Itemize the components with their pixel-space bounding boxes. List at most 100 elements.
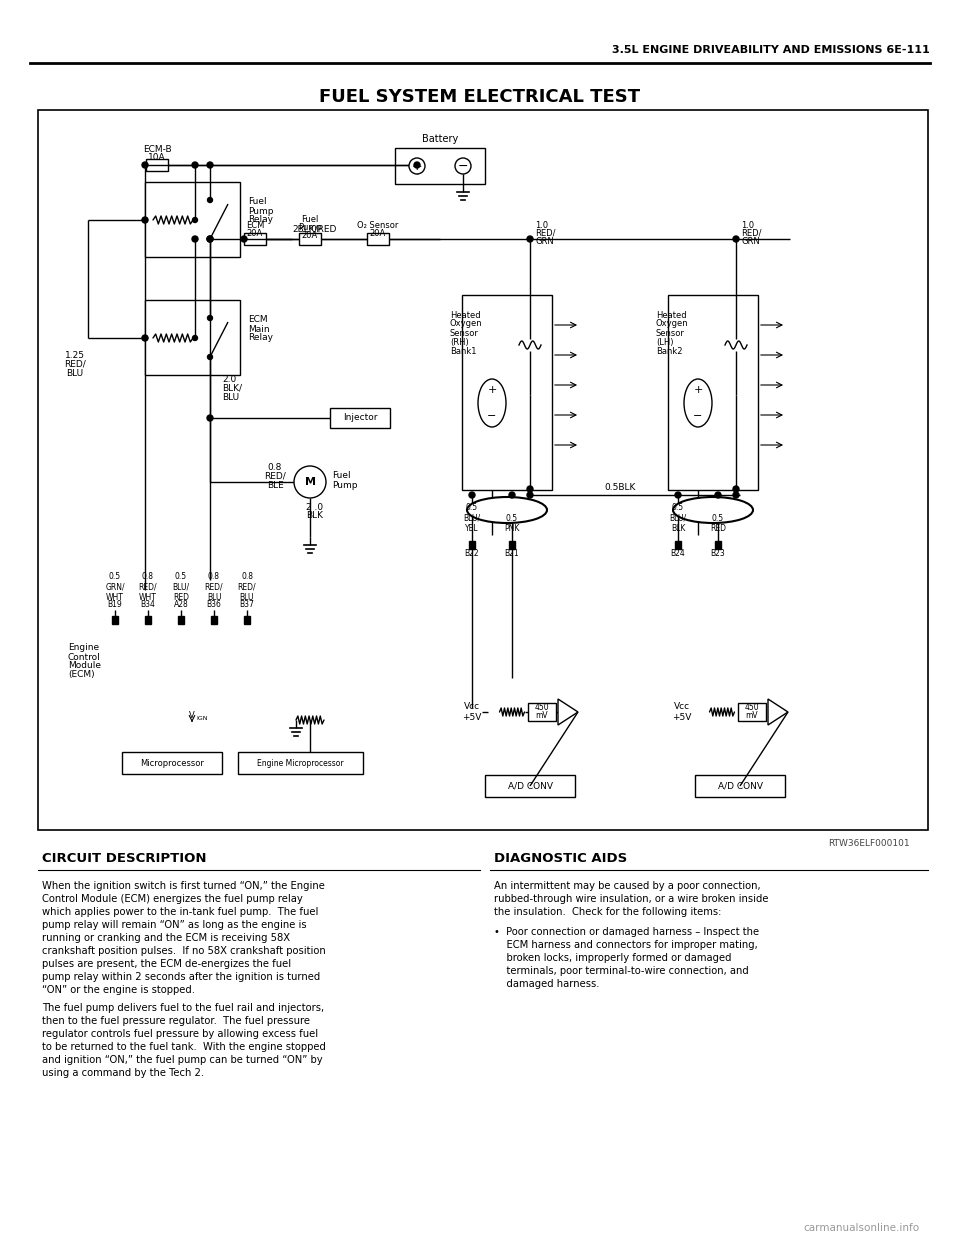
Text: IGN: IGN: [196, 715, 207, 720]
Text: B37: B37: [240, 600, 254, 609]
Circle shape: [142, 161, 148, 168]
Bar: [112, 616, 118, 623]
Circle shape: [733, 486, 739, 492]
Text: B23: B23: [710, 549, 726, 558]
Text: Fuel: Fuel: [301, 215, 319, 224]
Bar: [38, 111, 928, 830]
Bar: [244, 616, 250, 623]
Text: 0.8
RED/
BLU: 0.8 RED/ BLU: [238, 573, 256, 602]
Text: −: −: [488, 411, 496, 421]
Text: Heated: Heated: [450, 310, 481, 319]
Text: FUEL SYSTEM ELECTRICAL TEST: FUEL SYSTEM ELECTRICAL TEST: [320, 88, 640, 106]
Text: 450: 450: [535, 703, 549, 713]
Bar: [178, 616, 184, 623]
Text: Microprocessor: Microprocessor: [140, 759, 204, 768]
Text: Vcc
+5V: Vcc +5V: [463, 702, 482, 722]
Text: ECM-B: ECM-B: [143, 144, 171, 154]
Text: “ON” or the engine is stopped.: “ON” or the engine is stopped.: [42, 985, 195, 995]
Text: terminals, poor terminal-to-wire connection, and: terminals, poor terminal-to-wire connect…: [494, 966, 749, 976]
Bar: [299, 233, 321, 245]
Text: using a command by the Tech 2.: using a command by the Tech 2.: [42, 1068, 204, 1078]
Text: the insulation.  Check for the following items:: the insulation. Check for the following …: [494, 907, 721, 917]
Polygon shape: [768, 699, 788, 725]
Text: ECM: ECM: [248, 315, 268, 324]
Circle shape: [142, 217, 148, 224]
Text: pump relay within 2 seconds after the ignition is turned: pump relay within 2 seconds after the ig…: [42, 972, 321, 982]
Text: running or cranking and the ECM is receiving 58X: running or cranking and the ECM is recei…: [42, 933, 290, 943]
Bar: [146, 159, 168, 171]
Text: B22: B22: [465, 549, 479, 558]
Text: 10A: 10A: [148, 154, 166, 163]
Circle shape: [192, 236, 198, 242]
Text: A28: A28: [174, 600, 188, 609]
Text: Pump: Pump: [248, 206, 274, 216]
Circle shape: [469, 492, 475, 498]
Text: O₂ Sensor: O₂ Sensor: [357, 221, 398, 230]
Circle shape: [409, 158, 425, 174]
Text: B36: B36: [206, 600, 222, 609]
Text: 0.8
RED/
BLU: 0.8 RED/ BLU: [204, 573, 224, 602]
Text: Relay: Relay: [248, 334, 273, 343]
Circle shape: [207, 354, 212, 359]
Text: carmanualsonline.info: carmanualsonline.info: [804, 1223, 920, 1233]
Bar: [395, 148, 485, 184]
Text: Battery: Battery: [421, 134, 458, 144]
Bar: [715, 542, 721, 549]
Text: Oxygen: Oxygen: [656, 319, 688, 328]
Text: RED/: RED/: [264, 472, 286, 481]
Text: Module: Module: [68, 662, 101, 671]
Circle shape: [509, 492, 515, 498]
Text: Relay: Relay: [248, 216, 273, 225]
Text: M: M: [304, 477, 316, 487]
Circle shape: [207, 197, 212, 202]
Bar: [485, 775, 575, 797]
Text: BLK/: BLK/: [222, 384, 242, 392]
Text: mV: mV: [746, 712, 758, 720]
Bar: [528, 703, 556, 722]
Text: 0.5
BLU/
BLK: 0.5 BLU/ BLK: [669, 503, 686, 533]
Text: An intermittent may be caused by a poor connection,: An intermittent may be caused by a poor …: [494, 881, 760, 891]
Text: broken locks, improperly formed or damaged: broken locks, improperly formed or damag…: [494, 953, 732, 963]
Circle shape: [207, 161, 213, 168]
Text: 3.5L ENGINE DRIVEABILITY AND EMISSIONS 6E-111: 3.5L ENGINE DRIVEABILITY AND EMISSIONS 6…: [612, 45, 930, 55]
Text: BLU: BLU: [66, 369, 84, 378]
Text: 2BLK/RED: 2BLK/RED: [293, 225, 337, 233]
Bar: [58, 628, 453, 796]
Circle shape: [207, 236, 212, 241]
Text: regulator controls fuel pressure by allowing excess fuel: regulator controls fuel pressure by allo…: [42, 1030, 318, 1040]
Text: +: +: [693, 385, 703, 395]
Text: pump relay will remain “ON” as long as the engine is: pump relay will remain “ON” as long as t…: [42, 920, 306, 930]
Circle shape: [207, 415, 213, 421]
Text: Engine: Engine: [68, 643, 99, 652]
Circle shape: [733, 236, 739, 242]
Text: Pump: Pump: [298, 222, 322, 231]
Bar: [509, 542, 515, 549]
Bar: [469, 542, 475, 549]
Text: ECM: ECM: [246, 221, 264, 230]
Circle shape: [294, 466, 326, 498]
Circle shape: [527, 492, 533, 498]
Text: BLU: BLU: [222, 392, 239, 401]
Bar: [238, 751, 363, 774]
Text: CIRCUIT DESCRIPTION: CIRCUIT DESCRIPTION: [42, 852, 206, 864]
Circle shape: [193, 335, 198, 340]
Bar: [367, 233, 389, 245]
Text: damaged harness.: damaged harness.: [494, 979, 599, 989]
Text: (RH): (RH): [450, 338, 468, 347]
Text: Main: Main: [248, 324, 270, 334]
Text: Bank1: Bank1: [450, 347, 476, 355]
Text: +: +: [488, 385, 496, 395]
Text: 0.8
RED/
WHT: 0.8 RED/ WHT: [138, 573, 157, 602]
Text: Pump: Pump: [332, 481, 357, 489]
Text: 1.0: 1.0: [535, 221, 548, 230]
Circle shape: [527, 236, 533, 242]
Circle shape: [193, 217, 198, 222]
Text: A/D CONV: A/D CONV: [508, 781, 553, 790]
Text: 1.25: 1.25: [65, 350, 85, 359]
Bar: [738, 703, 766, 722]
Bar: [145, 301, 240, 375]
Text: to be returned to the fuel tank.  With the engine stopped: to be returned to the fuel tank. With th…: [42, 1042, 325, 1052]
Text: (ECM): (ECM): [68, 671, 95, 679]
Text: Bank2: Bank2: [656, 347, 683, 355]
Circle shape: [733, 492, 739, 498]
